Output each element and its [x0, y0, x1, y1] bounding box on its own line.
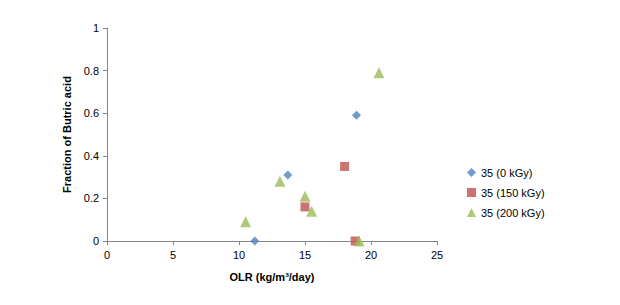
- svg-text:20: 20: [365, 249, 377, 261]
- svg-text:25: 25: [431, 249, 443, 261]
- svg-text:1: 1: [93, 22, 99, 34]
- svg-text:35 (200 kGy): 35 (200 kGy): [481, 207, 545, 219]
- svg-text:10: 10: [233, 249, 245, 261]
- svg-text:15: 15: [299, 249, 311, 261]
- svg-text:Fraction of Butric acid: Fraction of Butric acid: [61, 76, 73, 193]
- svg-text:0.2: 0.2: [84, 192, 99, 204]
- svg-text:OLR (kg/m³/day): OLR (kg/m³/day): [230, 271, 315, 283]
- svg-text:0: 0: [104, 249, 110, 261]
- svg-text:35 (0 kGy): 35 (0 kGy): [481, 167, 532, 179]
- svg-text:0.4: 0.4: [84, 150, 99, 162]
- svg-text:0: 0: [93, 235, 99, 247]
- svg-text:0.6: 0.6: [84, 107, 99, 119]
- svg-text:0.8: 0.8: [84, 65, 99, 77]
- svg-text:5: 5: [170, 249, 176, 261]
- svg-text:35 (150 kGy): 35 (150 kGy): [481, 187, 545, 199]
